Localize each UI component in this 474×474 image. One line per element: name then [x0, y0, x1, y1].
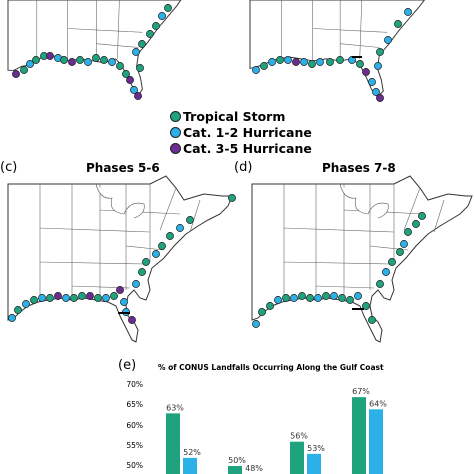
legend-label: Cat. 3-5 Hurricane — [183, 140, 312, 156]
bar-value-label: 50% — [228, 456, 246, 465]
tropical-storm-marker-icon — [170, 110, 181, 122]
legend-label: Tropical Storm — [183, 108, 286, 124]
map-a-markers — [12, 4, 172, 100]
panel-label-e: (e) — [118, 358, 137, 373]
panel-label-c: (c) — [0, 160, 18, 175]
bar-value-label: 67% — [352, 387, 370, 396]
bar-value-label: 56% — [290, 432, 308, 441]
cat12-hurricane-marker-icon — [170, 126, 181, 138]
legend: Tropical Storm Cat. 1-2 Hurricane Cat. 3… — [170, 108, 312, 156]
bar — [166, 413, 180, 474]
legend-item: Tropical Storm — [170, 108, 312, 124]
legend-label: Cat. 1-2 Hurricane — [183, 124, 312, 140]
legend-item: Cat. 1-2 Hurricane — [170, 124, 312, 140]
bar — [307, 453, 321, 474]
bar — [228, 466, 242, 474]
legend-item: Cat. 3-5 Hurricane — [170, 140, 312, 156]
y-tick-label: 55% — [126, 440, 143, 450]
bar-value-label: 48% — [245, 464, 263, 473]
bar — [369, 409, 383, 474]
y-tick-label: 50% — [126, 461, 143, 470]
y-tick-label: 65% — [126, 400, 143, 410]
bar-value-label: 52% — [183, 448, 201, 457]
bar — [183, 457, 197, 474]
bar — [290, 441, 304, 474]
panel-title-c: Phases 5-6 — [86, 161, 160, 175]
cat35-hurricane-marker-icon — [170, 142, 181, 154]
bar — [352, 397, 366, 474]
panel-label-d: (d) — [234, 160, 253, 175]
map-panel-c — [7, 175, 236, 343]
bar-value-label: 64% — [369, 399, 387, 408]
map-b-markers — [252, 8, 412, 102]
panel-title-d: Phases 7-8 — [322, 161, 396, 175]
bar-value-label: 63% — [166, 403, 184, 412]
map-panel-d — [251, 175, 473, 343]
y-tick-label: 60% — [126, 420, 143, 430]
chart-title: % of CONUS Landfalls Occurring Along the… — [158, 363, 384, 372]
y-tick-label: 70% — [126, 380, 143, 389]
bar-value-label: 53% — [307, 444, 325, 453]
